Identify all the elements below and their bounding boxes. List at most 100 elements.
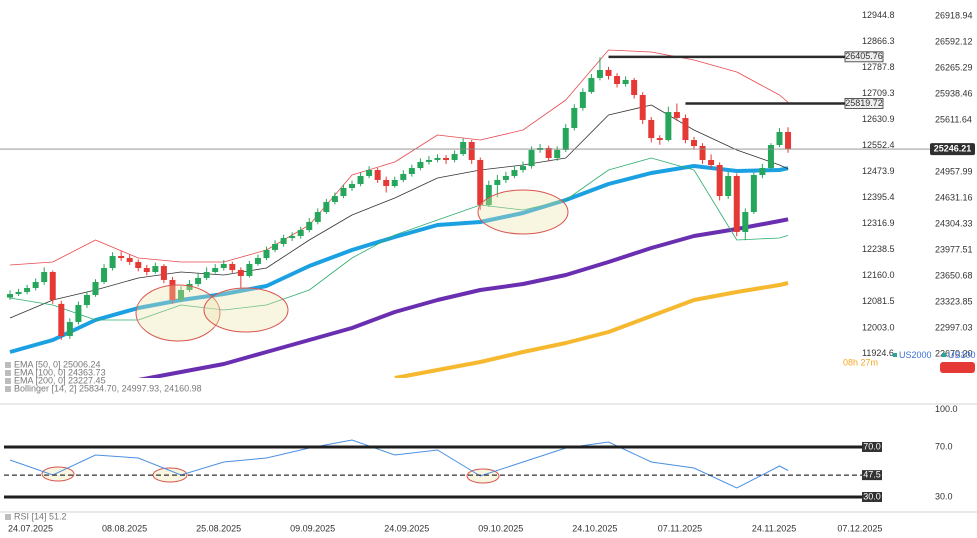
candle-body [237, 270, 244, 276]
candle-body [733, 175, 740, 232]
annotation-ellipse [477, 189, 569, 235]
candle-body [520, 166, 526, 171]
candle-body [15, 291, 22, 295]
candle-body [126, 257, 133, 262]
candle-body [545, 147, 552, 158]
annotation-ellipse [135, 284, 221, 342]
annotation-ellipse [41, 466, 75, 482]
y2-tick-label: 12552.4 [862, 140, 895, 150]
candle-body [160, 266, 167, 280]
rsi-legend: RSI [14] 51.2 [14, 511, 67, 521]
indicator-line [9, 164, 789, 354]
candle-body [579, 91, 586, 108]
candle-body [195, 277, 202, 285]
y-tick-label: 22997.03 [935, 322, 973, 332]
candle-body [588, 77, 595, 92]
y2-tick-label: 12787.8 [862, 62, 895, 72]
candle-body [186, 284, 193, 290]
rsi-level-label: 70.0 [863, 441, 881, 451]
overlay-labels: 26918.94 26592.12 26265.29 25938.46 25611.64… [0, 10, 976, 533]
candle-body [374, 170, 381, 180]
candle-body [485, 184, 492, 206]
x-tick-label: 07.11.2025 [658, 523, 702, 533]
candle-body [631, 79, 638, 95]
candle-body [92, 282, 99, 295]
candle-body [648, 119, 655, 139]
candle-body [468, 142, 475, 160]
candle-body [246, 263, 253, 276]
candle-body [32, 282, 39, 288]
candle-body [220, 263, 227, 269]
candle-body [340, 187, 347, 197]
y2-tick-label: 12160.0 [862, 270, 895, 280]
y-tick-label: 25611.64 [935, 114, 972, 124]
level-label-box [844, 98, 884, 109]
candle-body [135, 261, 142, 269]
y-tick-label: 24957.99 [935, 166, 973, 176]
candle-body [331, 196, 338, 202]
level-label: 25819.72 [845, 98, 883, 108]
candle-body [306, 221, 313, 230]
y2-tick-label: 12866.3 [862, 36, 895, 46]
candle-body [314, 212, 321, 222]
candle-body [571, 107, 578, 129]
legend-icon [5, 362, 11, 368]
legend-entry: EMA [200, 0] 23227.45 [14, 375, 106, 385]
candle-body [408, 168, 415, 174]
candle-body [443, 157, 450, 160]
candle-body [417, 161, 424, 169]
last-price-box [930, 143, 975, 156]
legend-entry: EMA [100, 0] 24363.73 [14, 367, 106, 377]
candle-body [502, 175, 509, 180]
indicator-line [9, 49, 789, 266]
legend-icon [5, 386, 11, 392]
candle-body [425, 159, 432, 162]
y2-tick-label: 12316.9 [862, 218, 895, 228]
candle-body [203, 272, 210, 278]
symbol-label: US100 [948, 350, 976, 360]
candle-body [297, 229, 304, 236]
rsi-level-box [862, 442, 882, 452]
candle-body [477, 159, 484, 206]
y-tick-label: 24304.33 [935, 218, 973, 228]
candle-body [109, 256, 116, 269]
candle-body [212, 268, 219, 273]
candle-body [639, 94, 646, 120]
rsi-level-label: 30.0 [863, 491, 881, 501]
candle-body [24, 287, 31, 292]
rsi-line [9, 439, 789, 489]
price-panel [7, 49, 792, 378]
candle-body [596, 70, 603, 78]
candle-body [494, 179, 501, 185]
y-tick-label: 23323.85 [935, 296, 973, 306]
y-tick-label: 26918.94 [935, 10, 973, 20]
x-tick-label: 25.08.2025 [196, 523, 241, 533]
legend-entry: Bollinger [14, 2] 25834.70, 24997.93, 24… [14, 383, 202, 393]
x-tick-label: 24.09.2025 [384, 523, 429, 533]
symbol-badge [940, 362, 975, 373]
candle-body [75, 305, 82, 322]
candle-body [366, 170, 373, 176]
rsi-tick-label: 30.0 [935, 491, 953, 501]
y2-tick-label: 12473.9 [862, 166, 895, 176]
candle-body [614, 75, 621, 85]
x-tick-label: 07.12.2025 [837, 523, 882, 533]
candle-body [49, 272, 56, 301]
y-tick-label: 23977.51 [935, 244, 973, 254]
candle-body [254, 257, 261, 264]
x-tick-label: 24.10.2025 [572, 523, 617, 533]
candle-body [272, 243, 279, 250]
rsi-tick-label: 70.0 [935, 441, 953, 451]
symbol-icon [893, 353, 897, 357]
indicator-line [138, 217, 789, 378]
y2-tick-label: 12630.9 [862, 114, 895, 124]
candle-body [66, 321, 73, 336]
level-label-box [844, 51, 884, 63]
candle-body [691, 140, 697, 146]
y2-tick-label: 12238.5 [862, 244, 895, 254]
candle-body [622, 79, 629, 85]
candle-body [101, 268, 108, 283]
candle-body [665, 112, 672, 141]
